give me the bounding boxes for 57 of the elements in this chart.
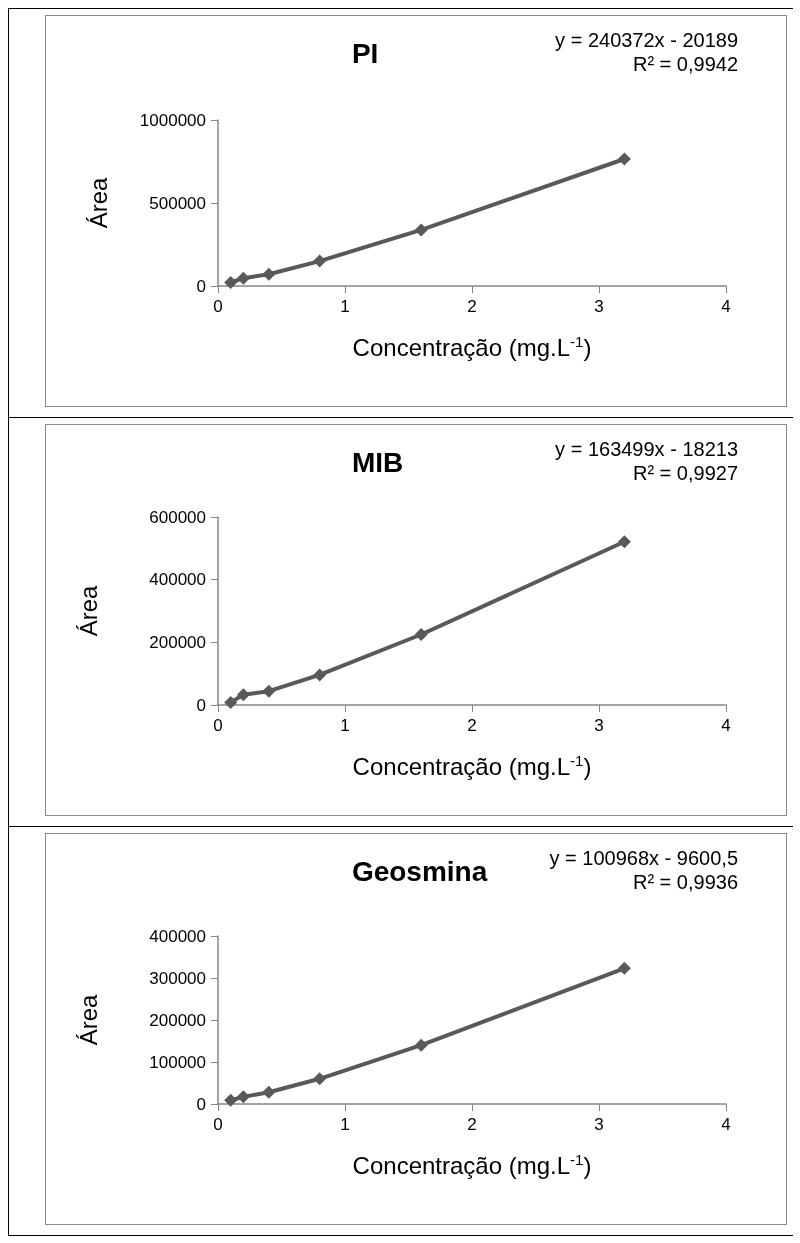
x-tick-label: 2 <box>467 1115 477 1134</box>
text: R² = 0,9936 <box>632 871 738 893</box>
x-tick-label: 4 <box>721 297 731 316</box>
x-tick-label: 3 <box>594 297 604 316</box>
x-tick-label: 4 <box>721 1115 731 1134</box>
x-tick-label: 1 <box>340 1115 350 1134</box>
x-tick-label: 0 <box>213 716 223 735</box>
x-tick-label: 1 <box>340 297 350 316</box>
text: R² = 0,9942 <box>632 53 738 75</box>
x-tick-label: 3 <box>594 1115 604 1134</box>
point <box>236 688 250 702</box>
y-tick-label: 600000 <box>149 507 206 527</box>
point <box>262 1085 276 1099</box>
y-axis-title: Área <box>74 585 102 637</box>
text: R² = 0,9927 <box>632 462 738 484</box>
y-tick-label: 400000 <box>149 570 206 590</box>
point <box>236 271 250 285</box>
y-tick-label: 1000000 <box>139 110 206 130</box>
point <box>617 535 631 549</box>
y-tick-label: 0 <box>196 1094 206 1114</box>
chart-title: PI <box>351 37 379 69</box>
y-tick-label: 300000 <box>149 968 206 988</box>
y-tick-label: 500000 <box>149 193 206 213</box>
point <box>313 254 327 268</box>
chart-title: Geosmina <box>351 855 488 887</box>
text: y = 240372x - 20189 <box>555 29 738 51</box>
x-tick-label: 0 <box>213 297 223 316</box>
y-tick-label: 200000 <box>149 632 206 652</box>
x-tick-label: 3 <box>594 716 604 735</box>
x-tick-label: 2 <box>467 716 477 735</box>
y-tick-label: 200000 <box>149 1010 206 1030</box>
y-tick-label: 100000 <box>149 1052 206 1072</box>
point <box>313 1072 327 1086</box>
point <box>617 961 631 975</box>
point <box>262 684 276 698</box>
x-tick-label: 0 <box>213 1115 223 1134</box>
point <box>414 1038 428 1052</box>
point <box>313 668 327 682</box>
point <box>224 1093 238 1107</box>
text: y = 100968x - 9600,5 <box>549 847 738 869</box>
x-tick-label: 1 <box>340 716 350 735</box>
point <box>224 695 238 709</box>
x-tick-label: 4 <box>721 716 731 735</box>
y-axis-title: Área <box>84 177 112 229</box>
point <box>414 223 428 237</box>
x-tick-label: 2 <box>467 297 477 316</box>
y-tick-label: 400000 <box>149 926 206 946</box>
y-tick-label: 0 <box>196 276 206 296</box>
point <box>262 267 276 281</box>
point <box>414 628 428 641</box>
y-tick-label: 0 <box>196 695 206 715</box>
text: y = 163499x - 18213 <box>555 438 738 460</box>
y-axis-title: Área <box>74 994 102 1046</box>
chart-title: MIB <box>351 446 404 478</box>
point <box>236 1090 250 1104</box>
point <box>224 276 238 290</box>
point <box>617 152 631 166</box>
